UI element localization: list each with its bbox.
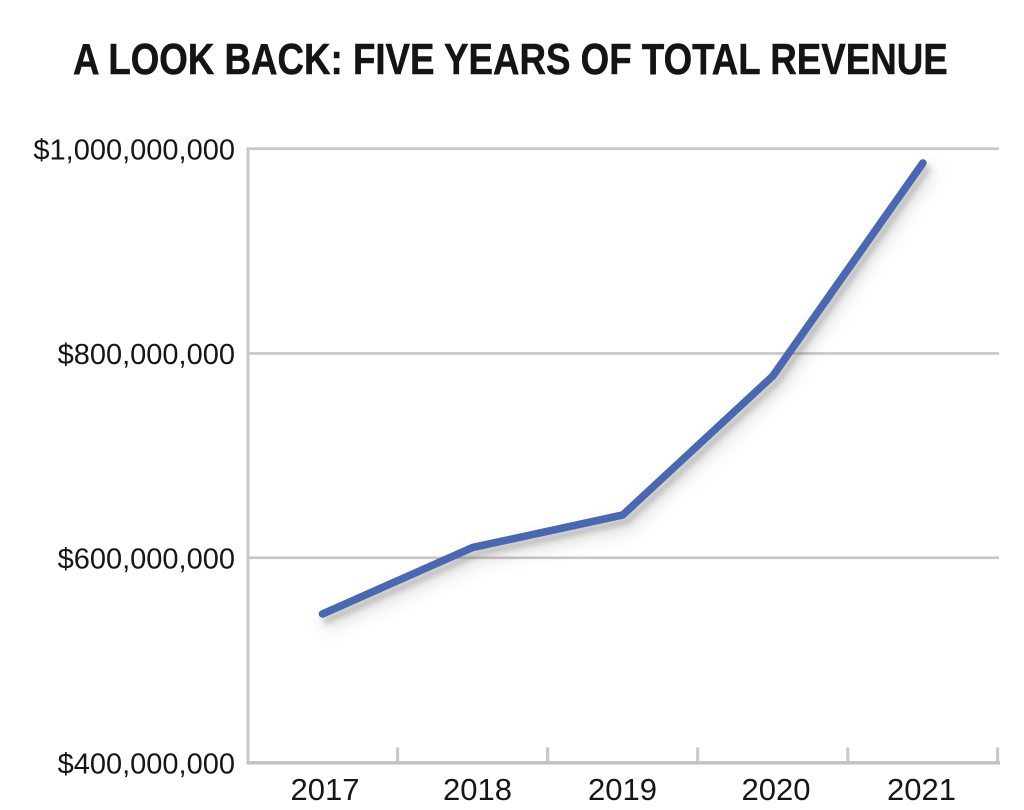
svg-text:$400,000,000: $400,000,000 bbox=[58, 749, 235, 781]
svg-text:$600,000,000: $600,000,000 bbox=[58, 543, 235, 575]
svg-text:2018: 2018 bbox=[443, 772, 512, 807]
svg-text:2020: 2020 bbox=[742, 772, 811, 807]
svg-text:$800,000,000: $800,000,000 bbox=[58, 339, 235, 371]
svg-text:$1,000,000,000: $1,000,000,000 bbox=[33, 135, 235, 167]
svg-text:2017: 2017 bbox=[291, 772, 360, 807]
svg-text:2019: 2019 bbox=[588, 772, 657, 807]
svg-text:2021: 2021 bbox=[887, 772, 956, 807]
